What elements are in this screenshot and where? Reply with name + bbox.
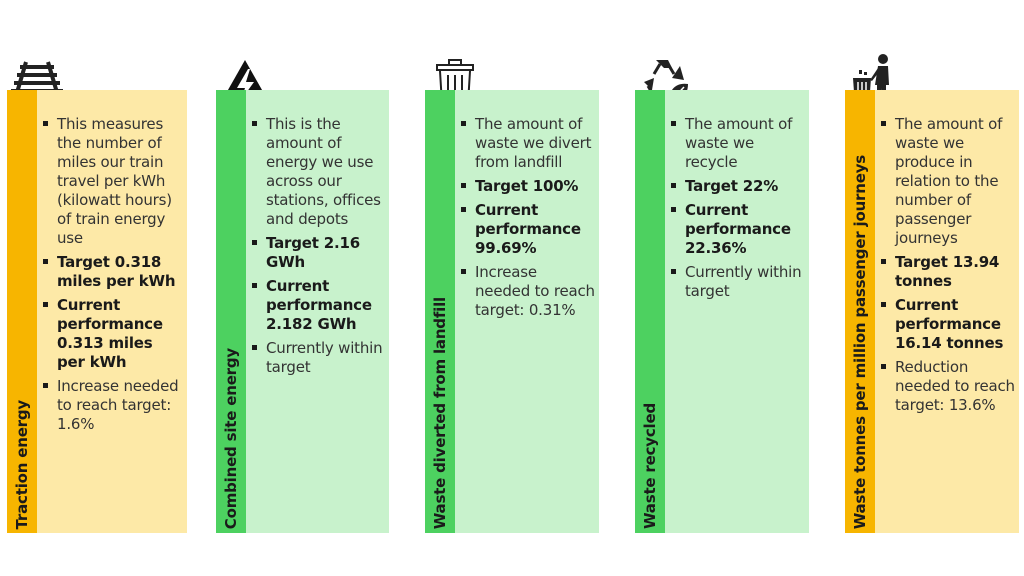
card-bullet-list: The amount of waste we divert from landf… [459,115,595,325]
card-bullet-list: This measures the number of miles our tr… [41,115,183,439]
card-stripe [7,90,37,533]
card-panel [875,90,1019,533]
list-item: Increase needed to reach target: 0.31% [459,263,595,320]
current-performance-item: Current performance 16.14 tonnes [879,296,1015,353]
list-item: Increase needed to reach target: 1.6% [41,377,183,434]
card-bullet-list: This is the amount of energy we use acro… [250,115,385,382]
list-item: The amount of waste we recycle [669,115,805,172]
list-item: This measures the number of miles our tr… [41,115,183,248]
card-stripe [635,90,665,533]
target-item: Target 100% [459,177,595,196]
card-title: Waste diverted from landfill [431,296,449,529]
card-panel [246,90,389,533]
current-performance-item: Current performance 22.36% [669,201,805,258]
card-waste-tonnes: Waste tonnes per million passenger journ… [845,90,1019,533]
card-panel [665,90,809,533]
list-item: Reduction needed to reach target: 13.6% [879,358,1015,415]
target-item: Target 0.318 miles per kWh [41,253,183,291]
card-title: Waste recycled [641,402,659,529]
card-title: Combined site energy [222,347,240,529]
list-item: The amount of waste we produce in relati… [879,115,1015,248]
card-stripe [216,90,246,533]
card-waste-diverted: Waste diverted from landfill The amount … [425,90,599,533]
card-waste-recycled: Waste recycled The amount of waste we re… [635,90,809,533]
card-traction-energy: Traction energy This measures the number… [7,90,187,533]
list-item: Currently within target [669,263,805,301]
card-stripe [845,90,875,533]
target-item: Target 22% [669,177,805,196]
card-bullet-list: The amount of waste we produce in relati… [879,115,1015,420]
card-title: Waste tonnes per million passenger journ… [851,154,869,529]
card-panel [37,90,187,533]
card-stripe [425,90,455,533]
target-item: Target 2.16 GWh [250,234,385,272]
card-title: Traction energy [13,399,31,529]
current-performance-item: Current performance 2.182 GWh [250,277,385,334]
list-item: This is the amount of energy we use acro… [250,115,385,229]
current-performance-item: Current performance 99.69% [459,201,595,258]
target-item: Target 13.94 tonnes [879,253,1015,291]
card-combined-site-energy: Combined site energy This is the amount … [216,90,389,533]
card-panel [455,90,599,533]
list-item: Currently within target [250,339,385,377]
list-item: The amount of waste we divert from landf… [459,115,595,172]
card-bullet-list: The amount of waste we recycle Target 22… [669,115,805,306]
current-performance-item: Current performance 0.313 miles per kWh [41,296,183,372]
